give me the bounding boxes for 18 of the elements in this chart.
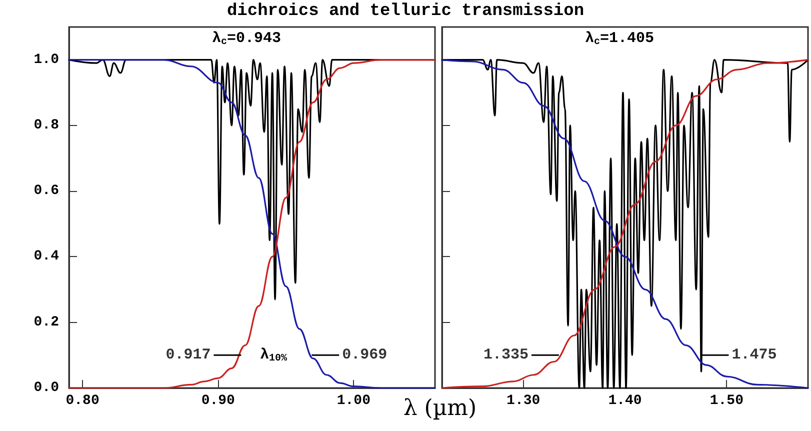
x-tick-label: 1.30 <box>506 393 540 409</box>
chart-title: dichroics and telluric transmission <box>226 2 586 21</box>
annotation: 1.475 <box>732 346 777 364</box>
x-axis-title: λ (µm) <box>403 396 477 421</box>
annotation: 1.335 <box>483 346 528 364</box>
x-tick-label: 1.00 <box>336 393 370 409</box>
x-tick-label: 1.40 <box>608 393 642 409</box>
x-tick-label: 0.90 <box>201 393 235 409</box>
y-tick-label: 1.0 <box>34 52 59 68</box>
y-tick-label: 0.4 <box>34 248 59 265</box>
annotation: 0.969 <box>342 346 388 364</box>
x-tick-label: 0.80 <box>66 393 100 409</box>
x-tick-label: 1.50 <box>710 393 744 409</box>
annotation: 0.917 <box>166 346 211 364</box>
y-tick-label: 0.2 <box>34 314 59 330</box>
y-tick-label: 0.8 <box>34 117 59 134</box>
y-tick-label: 0.6 <box>34 183 59 200</box>
y-tick-label: 0.0 <box>34 380 59 396</box>
